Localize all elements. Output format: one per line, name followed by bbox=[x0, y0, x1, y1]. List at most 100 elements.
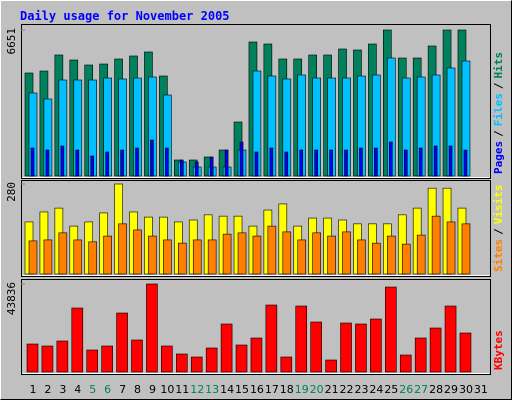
legend-separator: / bbox=[492, 82, 505, 89]
bar bbox=[431, 215, 441, 275]
x-tick-label: 10 bbox=[160, 383, 174, 396]
x-tick-label: 11 bbox=[175, 383, 189, 396]
bar bbox=[150, 139, 154, 177]
bar bbox=[161, 345, 173, 373]
bar bbox=[220, 323, 233, 373]
bar bbox=[418, 147, 423, 177]
x-tick-label: 23 bbox=[354, 383, 368, 396]
x-tick-label: 30 bbox=[459, 383, 473, 396]
bar bbox=[414, 337, 427, 373]
x-tick-label: 17 bbox=[265, 383, 279, 396]
bar bbox=[463, 149, 468, 177]
bar bbox=[459, 332, 472, 373]
legend-entry: Pages bbox=[492, 141, 505, 174]
x-tick-label: 3 bbox=[59, 383, 66, 396]
bar bbox=[180, 159, 184, 177]
x-tick-label: 2 bbox=[44, 383, 51, 396]
bar bbox=[178, 242, 187, 275]
bar bbox=[176, 353, 188, 373]
x-tick-label: 4 bbox=[74, 383, 81, 396]
bar bbox=[135, 147, 139, 177]
bar bbox=[444, 305, 457, 373]
bar bbox=[297, 239, 307, 275]
bar bbox=[433, 145, 438, 177]
bar bbox=[280, 356, 293, 373]
bar bbox=[224, 149, 229, 177]
bar bbox=[401, 243, 411, 275]
bar bbox=[235, 344, 248, 373]
legend-entry: Sites bbox=[492, 239, 505, 272]
bar bbox=[192, 239, 202, 275]
bar bbox=[105, 151, 109, 177]
bar bbox=[239, 141, 244, 177]
x-tick-label: 5 bbox=[89, 383, 96, 396]
bar bbox=[312, 232, 321, 275]
bar bbox=[399, 354, 412, 373]
x-tick-label: 13 bbox=[205, 383, 219, 396]
bar bbox=[30, 147, 35, 177]
bar bbox=[146, 283, 158, 373]
bar bbox=[28, 240, 38, 275]
bar bbox=[56, 340, 69, 373]
x-tick-label: 22 bbox=[340, 383, 354, 396]
bar bbox=[329, 149, 333, 177]
x-tick-label: 7 bbox=[119, 383, 126, 396]
bar bbox=[385, 286, 397, 373]
bar bbox=[325, 359, 337, 373]
bar bbox=[299, 149, 304, 177]
bar bbox=[194, 161, 199, 177]
y-tick-label: 43836 bbox=[5, 282, 18, 315]
x-tick-label: 18 bbox=[280, 383, 294, 396]
bar bbox=[267, 225, 277, 275]
x-tick-label: 8 bbox=[134, 383, 141, 396]
bar bbox=[357, 239, 366, 275]
bar bbox=[207, 239, 217, 275]
bar bbox=[314, 149, 318, 177]
legend: KBytes bbox=[492, 330, 505, 370]
bar bbox=[73, 239, 83, 275]
x-tick-label: 12 bbox=[190, 383, 204, 396]
bar bbox=[133, 229, 142, 275]
bar bbox=[340, 322, 352, 373]
bar bbox=[43, 239, 53, 275]
bar bbox=[269, 147, 274, 177]
legend: Sites / Visits bbox=[492, 185, 505, 273]
legend-separator: / bbox=[492, 228, 505, 235]
x-tick-label: 26 bbox=[399, 383, 413, 396]
bar bbox=[163, 239, 172, 275]
bar bbox=[344, 149, 348, 177]
bar bbox=[461, 223, 471, 275]
bar bbox=[372, 242, 381, 275]
bar bbox=[327, 235, 336, 275]
bar bbox=[71, 307, 84, 373]
legend: Pages / Files / Hits bbox=[492, 52, 505, 174]
bar bbox=[103, 235, 112, 275]
x-tick-label: 9 bbox=[149, 383, 156, 396]
bar bbox=[60, 145, 65, 177]
bar bbox=[118, 223, 127, 275]
bar bbox=[222, 233, 232, 275]
bar bbox=[342, 231, 351, 275]
bar bbox=[403, 149, 408, 177]
bar bbox=[252, 235, 262, 275]
bar bbox=[374, 147, 378, 177]
x-tick-label: 31 bbox=[474, 383, 488, 396]
bar bbox=[41, 345, 54, 373]
bar bbox=[75, 149, 80, 177]
bar bbox=[448, 145, 453, 177]
x-tick-label: 19 bbox=[295, 383, 309, 396]
bar bbox=[265, 304, 278, 373]
bar bbox=[26, 343, 39, 373]
legend-entry: Files bbox=[492, 93, 505, 126]
bar bbox=[237, 232, 247, 275]
x-tick-label: 29 bbox=[444, 383, 458, 396]
x-tick-label: 25 bbox=[384, 383, 398, 396]
bar bbox=[209, 156, 214, 177]
bar bbox=[58, 232, 68, 275]
x-tick-label: 15 bbox=[235, 383, 249, 396]
x-tick-label: 24 bbox=[369, 383, 383, 396]
bar bbox=[131, 339, 143, 373]
bar bbox=[101, 345, 113, 373]
